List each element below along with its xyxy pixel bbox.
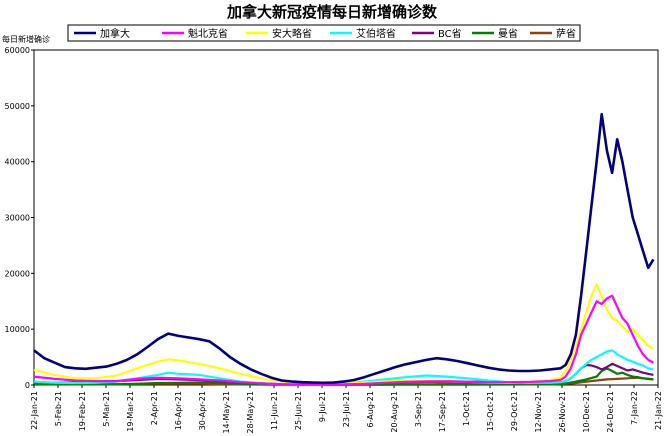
plot-area bbox=[33, 112, 655, 386]
y-axis-label: 每日新增确诊 bbox=[2, 34, 50, 44]
legend: 加拿大 魁北克省 安大略省 艾伯塔省 BC省 曼省 萨省 bbox=[67, 24, 581, 42]
x-tick-label: 12-Nov-21 bbox=[534, 391, 543, 433]
x-tick-label: 3-Sep-21 bbox=[414, 391, 423, 427]
chart-title: 加拿大新冠疫情每日新增确诊数 bbox=[226, 3, 438, 21]
legend-label-6: 萨省 bbox=[556, 27, 576, 40]
x-tick-label: 19-Mar-21 bbox=[126, 391, 135, 432]
legend-label-5: 曼省 bbox=[498, 27, 518, 40]
y-tick-label: 20000 bbox=[5, 269, 30, 278]
legend-box bbox=[67, 24, 581, 42]
legend-label-3: 艾伯塔省 bbox=[356, 27, 396, 40]
legend-label-2: 安大略省 bbox=[272, 27, 312, 40]
x-tick-label: 17-Sep-21 bbox=[438, 391, 447, 432]
x-tick-label: 7-Jan-22 bbox=[630, 391, 639, 425]
legend-label-0: 加拿大 bbox=[100, 27, 130, 40]
x-tick-label: 6-Aug-21 bbox=[366, 391, 375, 428]
x-tick-label: 21-Jan-22 bbox=[654, 391, 663, 430]
y-tick-label: 0 bbox=[25, 381, 30, 390]
series-line-5 bbox=[33, 367, 654, 386]
legend-label-1: 魁北克省 bbox=[188, 27, 228, 40]
x-tick-label: 23-Jul-21 bbox=[342, 391, 351, 427]
x-tick-label: 28-May-21 bbox=[246, 391, 255, 434]
series-line-3 bbox=[33, 349, 654, 386]
x-tick-label: 15-Oct-21 bbox=[486, 391, 495, 431]
x-tick-label: 16-Apr-21 bbox=[174, 391, 183, 430]
x-tick-label: 29-Oct-21 bbox=[510, 391, 519, 431]
y-tick-label: 10000 bbox=[5, 325, 30, 334]
x-tick-label: 19-Feb-21 bbox=[78, 391, 87, 431]
y-tick-label: 60000 bbox=[5, 46, 30, 55]
x-tick-label: 1-Oct-21 bbox=[462, 391, 471, 426]
legend-label-4: BC省 bbox=[438, 27, 462, 40]
y-tick-label: 30000 bbox=[5, 214, 30, 223]
x-tick-label: 24-Dec-21 bbox=[606, 391, 615, 433]
series-line-0 bbox=[33, 112, 655, 385]
x-tick-label: 9-Jul-21 bbox=[318, 391, 327, 422]
y-tick-label: 50000 bbox=[5, 102, 30, 111]
x-tick-label: 11-Jun-21 bbox=[270, 391, 279, 430]
x-tick-label: 26-Nov-21 bbox=[558, 391, 567, 433]
x-tick-label: 25-Jun-21 bbox=[294, 391, 303, 430]
x-tick-label: 10-Dec-21 bbox=[582, 391, 591, 433]
plot-frame bbox=[33, 49, 659, 386]
series-line-1 bbox=[33, 294, 654, 386]
x-tick-label: 14-May-21 bbox=[222, 391, 231, 434]
y-tick-label: 40000 bbox=[5, 158, 30, 167]
x-tick-label: 5-Feb-21 bbox=[54, 391, 63, 426]
x-tick-label: 2-Apr-21 bbox=[150, 391, 159, 425]
x-tick-label: 5-Mar-21 bbox=[102, 391, 111, 427]
x-tick-label: 20-Aug-21 bbox=[390, 391, 399, 433]
axes: 0 10000 20000 30000 40000 50000 60000 22-Jan-21… bbox=[5, 46, 663, 434]
x-tick-label: 22-Jan-21 bbox=[30, 391, 39, 430]
x-tick-label: 30-Apr-21 bbox=[198, 391, 207, 430]
